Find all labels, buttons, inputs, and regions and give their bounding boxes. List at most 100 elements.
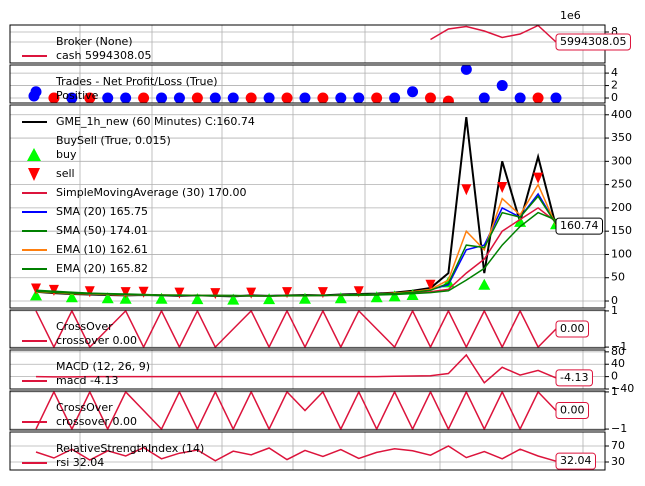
legend-label: SMA (50) 174.01 — [56, 224, 148, 237]
series-layer — [35, 353, 557, 384]
legend-label: sell — [56, 167, 75, 180]
series-line — [35, 182, 557, 297]
last-value-tag: -4.13 — [555, 369, 593, 387]
last-value-tag: 5994308.05 — [555, 33, 631, 51]
buy-marker — [30, 289, 42, 301]
trade-dot — [102, 92, 114, 103]
legend-label: macd -4.13 — [56, 374, 118, 387]
legend-label: EMA (20) 165.82 — [56, 262, 148, 275]
trade-dot — [227, 92, 239, 103]
buy-marker — [388, 290, 401, 302]
trade-dot — [48, 92, 60, 103]
panel-frame — [9, 64, 606, 104]
legend-title: RelativeStrengthIndex (14) — [56, 442, 204, 455]
sell-marker — [282, 287, 293, 299]
y-tick-label: 100 — [611, 247, 632, 260]
sell-marker — [48, 284, 59, 296]
y-tick-label: −1 — [611, 340, 627, 353]
buy-marker — [406, 288, 419, 300]
buy-marker — [334, 292, 347, 304]
sell-marker — [210, 288, 221, 300]
legend-label: EMA (10) 162.61 — [56, 243, 148, 256]
buy-marker — [370, 291, 383, 303]
legend-label: SMA (20) 165.75 — [56, 205, 148, 218]
trade-dot — [407, 86, 419, 98]
y-tick-label: 8 — [611, 25, 618, 38]
last-value-label: 0.00 — [560, 322, 585, 335]
y-tick-label: 80 — [611, 345, 625, 358]
sell-marker — [120, 287, 131, 299]
legend-label: crossover 0.00 — [56, 334, 137, 347]
sell-marker — [31, 283, 41, 295]
series-layer — [30, 116, 562, 305]
buy-marker — [263, 293, 276, 305]
sell-marker — [461, 184, 472, 196]
trade-dot — [245, 92, 257, 103]
y-tick-label: 0 — [611, 294, 618, 307]
sell-marker — [138, 286, 149, 298]
last-value-tag: 160.74 — [555, 217, 603, 235]
trade-dot — [263, 92, 275, 103]
trade-dot — [120, 92, 132, 103]
y-tick-label: 400 — [611, 108, 632, 121]
last-value-box — [555, 33, 631, 51]
trade-dot — [496, 80, 508, 92]
trade-dot — [550, 92, 562, 103]
trade-dot — [478, 92, 490, 103]
trade-dot — [353, 92, 365, 103]
trade-dot — [335, 92, 347, 103]
legend-label: cash 5994308.05 — [56, 49, 151, 62]
legend-handle — [28, 90, 40, 102]
sell-marker — [425, 279, 436, 291]
series-line — [35, 353, 557, 384]
last-value-label: 5994308.05 — [560, 35, 626, 48]
y-tick-label: −40 — [611, 382, 634, 395]
last-value-box — [555, 217, 603, 235]
series-layer — [35, 445, 557, 462]
trade-dot — [532, 92, 544, 103]
series-layer — [35, 310, 557, 348]
buy-marker — [298, 292, 311, 304]
last-value-tag: 32.04 — [555, 452, 596, 470]
buy-marker — [119, 292, 132, 304]
y-tick-label: 2 — [611, 79, 618, 92]
last-value-box — [555, 402, 589, 419]
trade-dot — [66, 92, 78, 103]
sell-marker — [84, 286, 95, 298]
series-line — [35, 195, 557, 297]
series-line — [35, 310, 557, 348]
sell-marker — [317, 287, 328, 299]
legend-title: MACD (12, 26, 9) — [56, 360, 150, 373]
sell-marker — [174, 287, 185, 299]
legend-label: SimpleMovingAverage (30) 170.00 — [56, 186, 247, 199]
sell-marker — [497, 181, 508, 193]
panel-frame — [9, 104, 606, 309]
series-layer — [30, 65, 562, 103]
last-value-label: 0.00 — [560, 404, 585, 417]
trade-dot — [138, 92, 150, 103]
trade-dot — [442, 95, 454, 103]
buy-marker — [155, 292, 168, 304]
trade-dot — [514, 92, 526, 103]
last-value-tag: 0.00 — [555, 320, 589, 338]
series-line — [430, 25, 557, 43]
sell-marker — [246, 287, 257, 299]
y-tick-label: 150 — [611, 224, 632, 237]
buy-marker — [478, 278, 491, 290]
trade-dot — [281, 92, 293, 103]
panel-frame — [9, 390, 606, 431]
y-tick-label: 1 — [611, 304, 618, 317]
y-tick-label: 4 — [611, 66, 618, 79]
last-value-label: -4.13 — [560, 371, 588, 384]
legend-label: buy — [56, 148, 77, 161]
trade-dot — [424, 92, 436, 103]
legend-label: Positive — [56, 89, 99, 102]
y-tick-label: 40 — [611, 357, 625, 370]
legend-handle — [28, 168, 40, 181]
legend-label: rsi 32.04 — [56, 456, 104, 469]
y-tick-label: 250 — [611, 178, 632, 191]
y-tick-label: 0 — [611, 91, 618, 104]
trade-dot — [389, 92, 401, 103]
trade-dot — [173, 92, 185, 103]
y-tick-label: 1 — [611, 385, 618, 398]
